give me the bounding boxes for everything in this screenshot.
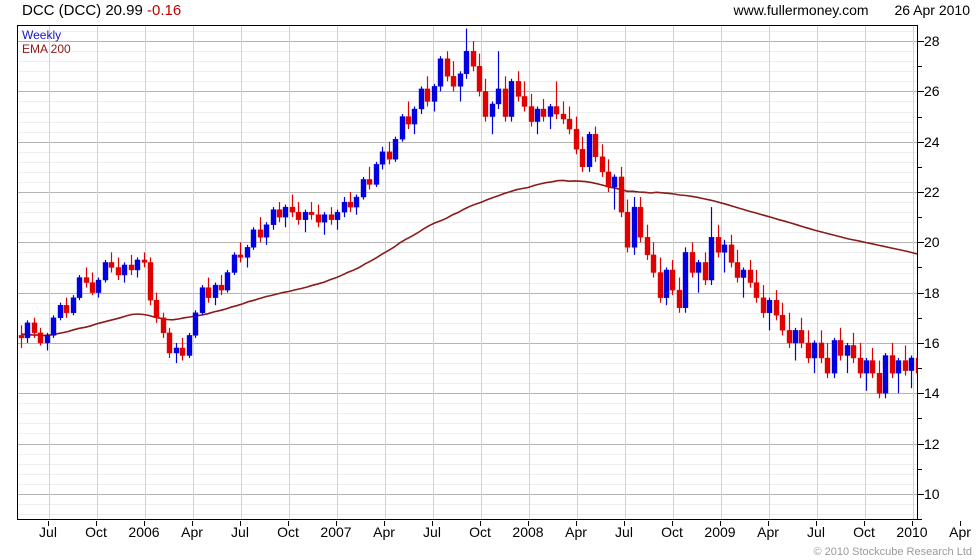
y-axis-minor-tick [918,468,922,470]
y-axis-tick-label: 20 [924,234,940,251]
y-axis-tick [918,141,924,143]
x-axis-tick-label: Oct [853,524,875,540]
y-axis-tick-label: 18 [924,284,940,301]
x-axis-tick [48,521,49,526]
chart-header: DCC (DCC) 20.99 -0.16 www.fullermoney.co… [0,0,980,22]
y-axis-minor-tick [918,166,922,168]
y-axis-tick [918,242,924,244]
x-axis-tick [432,521,433,526]
x-axis-tick-label: Oct [85,524,107,540]
x-axis-tick-label: 2010 [896,524,928,540]
y-axis-tick [918,493,924,495]
candlestick-series [18,28,917,399]
y-axis-minor-tick [918,66,922,68]
x-axis-tick-label: Apr [949,524,971,540]
x-axis-tick-label: Jul [807,524,825,540]
y-axis-tick-label: 16 [924,334,940,351]
x-axis-tick [624,521,625,526]
y-axis-tick-label: 14 [924,385,940,402]
y-axis-tick-label: 28 [924,33,940,50]
y-axis-tick [918,443,924,445]
chart-date: 26 Apr 2010 [894,2,970,18]
site-url: www.fullermoney.com [733,2,869,18]
x-axis-tick [720,521,721,526]
x-axis-tick-label: Apr [757,524,779,540]
header-right: www.fullermoney.com 26 Apr 2010 [733,2,970,18]
grid-lines [18,26,917,519]
y-axis-minor-tick [918,519,922,520]
x-axis-tick-label: Apr [373,524,395,540]
legend-ema: EMA 200 [22,42,71,56]
y-axis-tick-label: 12 [924,435,940,452]
x-axis-tick [480,521,481,526]
y-axis-tick [918,91,924,93]
x-axis-tick [288,521,289,526]
x-axis-tick [672,521,673,526]
x-axis-tick-label: Jul [615,524,633,540]
y-axis-tick [918,292,924,294]
y-axis-tick-label: 22 [924,184,940,200]
legend-interval: Weekly [22,28,62,42]
copyright-notice: © 2010 Stockcube Research Ltd [813,546,972,558]
y-axis-tick [918,192,924,193]
y-axis-minor-tick [918,267,922,269]
x-axis-tick [576,521,577,526]
x-axis-tick-label: Apr [181,524,203,540]
x-axis-tick [336,521,337,526]
plot-area[interactable]: Weekly EMA 200 [17,25,918,520]
y-axis-tick [918,393,924,395]
x-axis-tick [192,521,193,526]
x-axis-tick-label: Oct [469,524,491,540]
x-axis-tick [240,521,241,526]
y-axis-minor-tick [918,368,922,370]
x-axis-tick [768,521,769,526]
y-axis-labels: 28 26 24 22 20 18 16 14 12 10 [924,25,974,520]
y-axis-tick-label: 24 [924,133,940,150]
x-axis-tick [528,521,529,526]
x-axis-tick-label: 2006 [128,524,160,540]
x-axis-tick-label: Jul [423,524,441,540]
x-axis-tick [384,521,385,526]
x-axis-tick-label: Apr [565,524,587,540]
y-axis-minor-tick [918,418,922,420]
y-axis-tick-label: 26 [924,83,940,100]
x-axis-tick [960,521,961,526]
x-axis-tick-label: Jul [39,524,57,540]
y-axis-minor-tick [918,116,922,118]
x-axis-tick [864,521,865,526]
y-axis-tick [918,41,924,43]
ema-200-line [20,179,917,337]
price-change: -0.16 [147,2,182,19]
x-axis-tick-label: Oct [277,524,299,540]
y-axis-tick-label: 10 [924,485,940,502]
x-axis-tick-label: 2007 [320,524,352,540]
x-axis-tick-label: 2008 [512,524,544,540]
x-axis-tick-label: Jul [231,524,249,540]
x-axis-tick [144,521,145,526]
x-axis-tick [912,521,913,526]
instrument-name-price: DCC (DCC) 20.99 [22,2,143,19]
instrument-title: DCC (DCC) 20.99 -0.16 [22,2,181,19]
x-axis-tick-label: Oct [661,524,683,540]
x-axis-tick [816,521,817,526]
x-axis-tick-label: 2009 [704,524,736,540]
y-axis-minor-tick [918,317,922,319]
y-axis-tick [918,342,924,344]
x-axis-tick [96,521,97,526]
x-axis-labels: Jul Oct 2006 Apr Jul Oct 2007 Apr Jul Oct 2008 Apr J… [0,524,980,546]
y-axis-minor-tick [918,217,922,219]
